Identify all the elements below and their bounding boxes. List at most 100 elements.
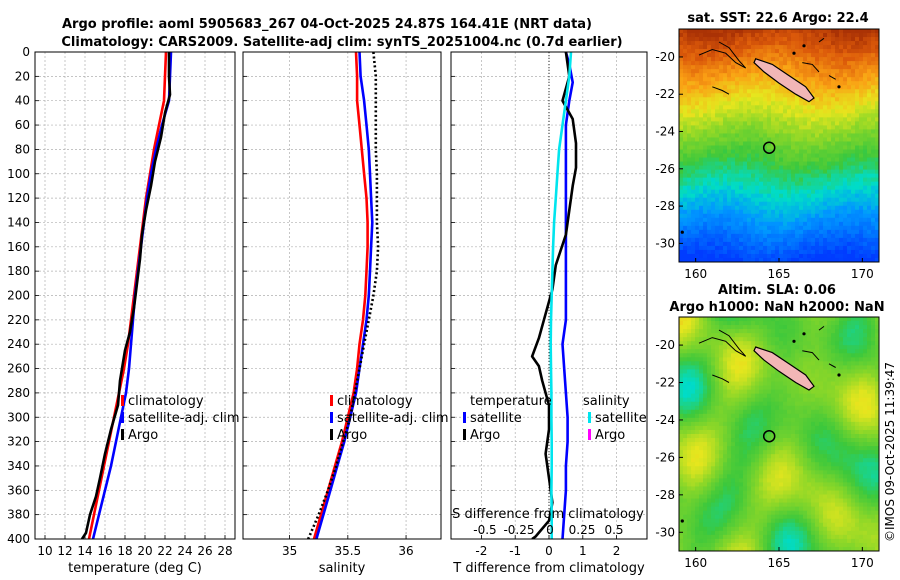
map-cell	[731, 337, 736, 342]
map-cell	[803, 249, 808, 255]
map-cell	[867, 65, 872, 70]
map-cell	[751, 257, 756, 262]
map-cell	[871, 225, 876, 231]
map-cell	[827, 217, 832, 223]
map-cell	[723, 450, 728, 455]
map-cell	[699, 197, 704, 203]
map-cell	[855, 189, 860, 195]
map-cell	[811, 225, 816, 231]
map-cell	[803, 417, 808, 423]
map-cell	[815, 397, 820, 403]
map-cell	[727, 257, 732, 262]
map-cell	[735, 317, 740, 322]
map-cell	[859, 145, 864, 151]
map-cell	[795, 257, 800, 262]
map-cell	[687, 409, 692, 415]
map-cell	[843, 53, 848, 58]
map-cell	[815, 177, 820, 183]
map-cell	[727, 193, 732, 199]
map-cell	[791, 225, 796, 231]
map-cell	[767, 321, 772, 326]
map-cell	[687, 173, 692, 179]
map-cell	[871, 109, 876, 114]
map-cell	[863, 157, 868, 163]
legend-swatch-satellite	[330, 412, 333, 423]
map-cell	[739, 357, 744, 362]
map-cell	[823, 65, 828, 70]
map-cell	[703, 257, 708, 262]
map-cell	[835, 185, 840, 191]
map-cell	[743, 345, 748, 350]
map-cell	[755, 361, 760, 367]
map-cell	[727, 249, 732, 255]
map-cell	[691, 205, 696, 211]
map-cell	[839, 97, 844, 102]
map-cell	[735, 405, 740, 411]
map-cell	[859, 177, 864, 183]
map-cell	[759, 458, 764, 463]
map-cell	[715, 145, 720, 151]
map-cell	[875, 425, 879, 431]
map-cell	[739, 458, 744, 463]
map-cell	[735, 93, 740, 98]
map-cell	[843, 245, 848, 251]
map-cell	[763, 421, 768, 427]
map-cell	[711, 337, 716, 342]
map-cell	[803, 161, 808, 167]
map-cell	[791, 385, 796, 391]
map-cell	[871, 77, 876, 82]
map-cell	[751, 317, 756, 322]
map-cell	[711, 153, 716, 159]
map-cell	[747, 361, 752, 367]
map-cell	[767, 57, 772, 62]
map-cell	[687, 361, 692, 367]
map-cell	[727, 434, 732, 439]
map-cell	[863, 41, 868, 46]
map-cell	[695, 201, 700, 207]
map-cell	[775, 205, 780, 211]
map-cell	[707, 241, 712, 247]
map-cell	[775, 81, 780, 86]
map-cell	[731, 438, 736, 443]
map-cell	[679, 61, 684, 66]
map-cell	[743, 393, 748, 399]
map-cell	[787, 257, 792, 262]
map-cell	[787, 442, 792, 447]
map-cell	[691, 113, 696, 118]
map-cell	[775, 117, 780, 122]
map-cell	[759, 357, 764, 362]
x-tick-label: 14	[77, 544, 92, 558]
map-cell	[807, 169, 812, 175]
map-cell	[771, 157, 776, 163]
map-cell	[779, 317, 784, 322]
map-cell	[747, 438, 752, 443]
map-cell	[743, 213, 748, 219]
map-cell	[711, 189, 716, 195]
map-cell	[687, 353, 692, 358]
map-cell	[683, 209, 688, 215]
difference-legend: temperature satellite Argo salinity sate…	[463, 394, 647, 443]
map-cell	[755, 369, 760, 375]
map-cell	[763, 93, 768, 98]
map-cell	[851, 377, 856, 383]
map-cell	[787, 117, 792, 122]
map-cell	[787, 41, 792, 46]
map-cell	[795, 37, 800, 42]
map-cell	[819, 237, 824, 243]
map-cell	[783, 169, 788, 175]
map-cell	[799, 349, 804, 354]
map-cell	[751, 189, 756, 195]
map-cell	[835, 193, 840, 199]
map-cell	[795, 325, 800, 330]
map-cell	[871, 161, 876, 167]
map-cell	[743, 73, 748, 78]
map-cell	[731, 109, 736, 114]
map-cell	[699, 205, 704, 211]
map-cell	[723, 145, 728, 151]
map-cell	[743, 361, 748, 367]
map-cell	[691, 221, 696, 227]
map-cell	[795, 361, 800, 367]
map-cell	[847, 161, 852, 167]
map-cell	[795, 141, 800, 147]
map-cell	[847, 165, 852, 171]
